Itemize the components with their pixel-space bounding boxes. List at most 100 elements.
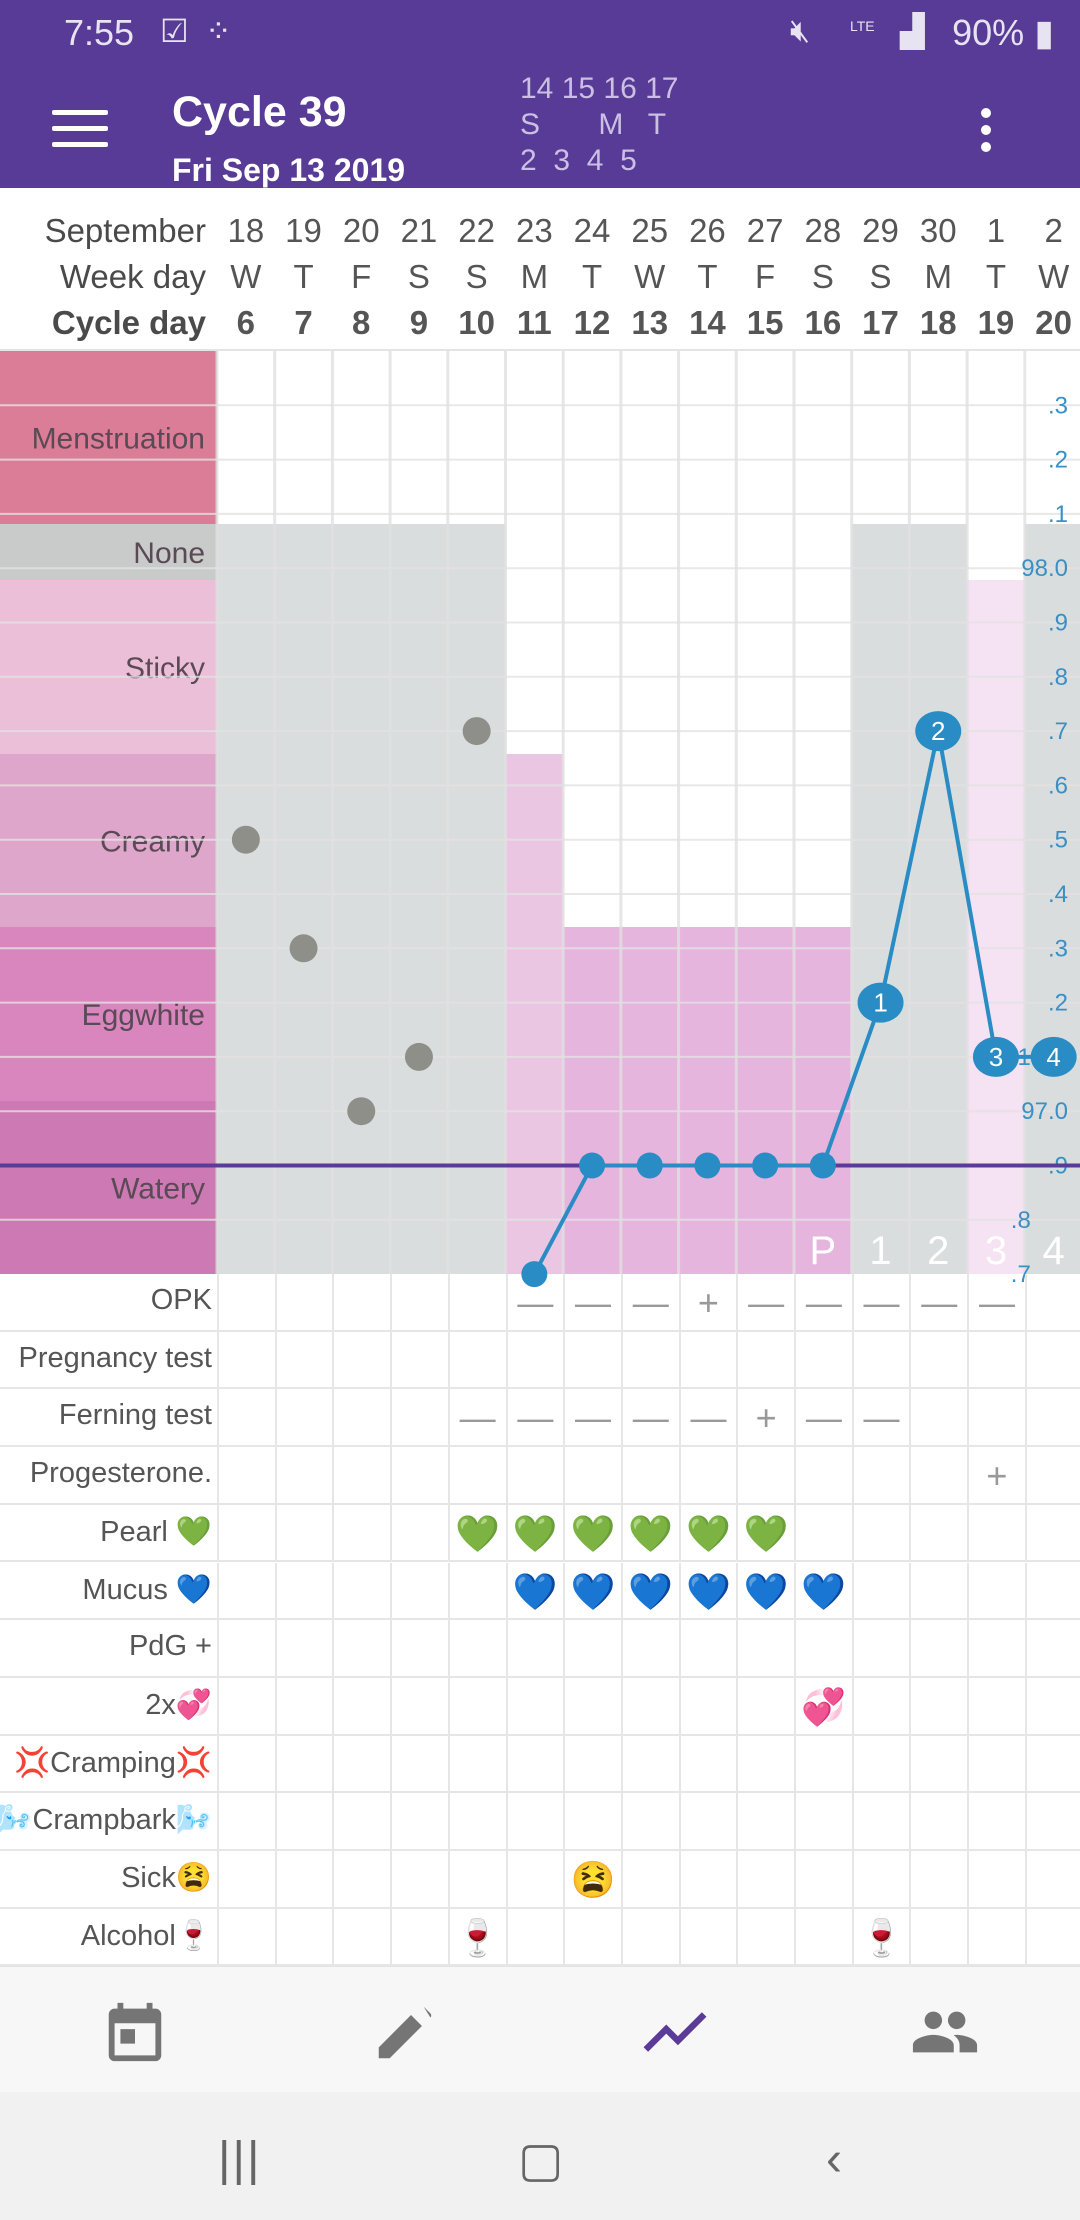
event-cell[interactable]: 💚	[678, 1504, 737, 1563]
event-cell[interactable]: —	[620, 1274, 679, 1332]
event-cell[interactable]	[217, 1562, 275, 1621]
more-options-icon[interactable]	[976, 108, 996, 158]
event-cell[interactable]	[1024, 1562, 1080, 1621]
event-cell[interactable]	[851, 1562, 910, 1621]
event-cell[interactable]	[390, 1562, 448, 1621]
event-cell[interactable]	[736, 1908, 794, 1967]
event-cell[interactable]	[390, 1793, 448, 1851]
event-cell[interactable]: —	[505, 1389, 564, 1448]
event-cell[interactable]	[274, 1620, 333, 1678]
event-cell[interactable]: 🍷	[851, 1908, 910, 1967]
event-cell[interactable]	[851, 1851, 910, 1909]
event-cell[interactable]	[563, 1735, 621, 1794]
people-icon[interactable]	[910, 1997, 980, 2067]
event-cell[interactable]	[390, 1447, 448, 1505]
event-cell[interactable]	[909, 1851, 967, 1909]
event-cell[interactable]: —	[967, 1274, 1025, 1332]
event-cell[interactable]: —	[851, 1389, 910, 1448]
event-cell[interactable]	[505, 1331, 564, 1390]
event-cell[interactable]	[1024, 1735, 1080, 1794]
event-cell[interactable]	[909, 1331, 967, 1390]
pencil-icon[interactable]	[370, 1997, 440, 2067]
event-cell[interactable]	[736, 1677, 794, 1736]
event-cell[interactable]	[505, 1447, 564, 1505]
event-cell[interactable]	[967, 1504, 1025, 1563]
event-cell[interactable]	[909, 1504, 967, 1563]
event-cell[interactable]	[332, 1447, 390, 1505]
event-cell[interactable]	[1024, 1504, 1080, 1563]
event-cell[interactable]	[447, 1620, 506, 1678]
event-cell[interactable]	[217, 1735, 275, 1794]
event-cell[interactable]	[851, 1677, 910, 1736]
event-cell[interactable]	[217, 1677, 275, 1736]
event-cell[interactable]	[909, 1735, 967, 1794]
event-cell[interactable]	[909, 1908, 967, 1967]
event-cell[interactable]	[332, 1504, 390, 1563]
event-cell[interactable]	[505, 1677, 564, 1736]
event-cell[interactable]	[274, 1851, 333, 1909]
event-cell[interactable]	[794, 1504, 852, 1563]
event-cell[interactable]	[1024, 1620, 1080, 1678]
event-cell[interactable]	[794, 1735, 852, 1794]
event-cell[interactable]: +	[678, 1274, 737, 1332]
event-cell[interactable]	[620, 1851, 679, 1909]
event-cell[interactable]: —	[620, 1389, 679, 1448]
event-cell[interactable]	[217, 1389, 275, 1448]
event-cell[interactable]	[274, 1447, 333, 1505]
event-cell[interactable]	[505, 1735, 564, 1794]
chart-icon[interactable]	[640, 1997, 710, 2067]
event-cell[interactable]	[390, 1735, 448, 1794]
event-cell[interactable]	[390, 1851, 448, 1909]
event-cell[interactable]: —	[563, 1274, 621, 1332]
event-cell[interactable]: 💚	[620, 1504, 679, 1563]
event-cell[interactable]	[909, 1620, 967, 1678]
event-cell[interactable]	[1024, 1793, 1080, 1851]
event-cell[interactable]	[1024, 1274, 1080, 1332]
event-cell[interactable]	[332, 1620, 390, 1678]
event-cell[interactable]: 💙	[505, 1562, 564, 1621]
event-cell[interactable]	[851, 1331, 910, 1390]
event-cell[interactable]	[563, 1620, 621, 1678]
event-cell[interactable]	[563, 1447, 621, 1505]
calendar-icon[interactable]	[100, 1997, 170, 2067]
event-cell[interactable]	[1024, 1331, 1080, 1390]
event-cell[interactable]	[967, 1562, 1025, 1621]
event-cell[interactable]	[390, 1620, 448, 1678]
event-cell[interactable]	[1024, 1677, 1080, 1736]
event-cell[interactable]	[563, 1793, 621, 1851]
event-cell[interactable]	[967, 1908, 1025, 1967]
event-cell[interactable]	[332, 1562, 390, 1621]
event-cell[interactable]	[678, 1677, 737, 1736]
event-cell[interactable]	[447, 1274, 506, 1332]
event-cell[interactable]	[620, 1735, 679, 1794]
event-cell[interactable]	[217, 1851, 275, 1909]
event-cell[interactable]	[563, 1908, 621, 1967]
event-cell[interactable]	[794, 1851, 852, 1909]
event-cell[interactable]	[678, 1908, 737, 1967]
event-cell[interactable]: —	[794, 1274, 852, 1332]
event-cell[interactable]	[390, 1274, 448, 1332]
event-cell[interactable]	[620, 1793, 679, 1851]
event-cell[interactable]	[1024, 1908, 1080, 1967]
event-cell[interactable]	[851, 1620, 910, 1678]
event-cell[interactable]	[736, 1620, 794, 1678]
event-cell[interactable]	[274, 1562, 333, 1621]
event-cell[interactable]	[332, 1793, 390, 1851]
event-cell[interactable]	[736, 1331, 794, 1390]
event-cell[interactable]: —	[909, 1274, 967, 1332]
event-cell[interactable]	[678, 1851, 737, 1909]
event-cell[interactable]	[794, 1331, 852, 1390]
event-cell[interactable]	[678, 1331, 737, 1390]
event-cell[interactable]	[967, 1851, 1025, 1909]
event-cell[interactable]	[909, 1447, 967, 1505]
event-cell[interactable]	[794, 1908, 852, 1967]
event-cell[interactable]	[736, 1793, 794, 1851]
event-cell[interactable]	[678, 1793, 737, 1851]
event-cell[interactable]	[332, 1908, 390, 1967]
event-cell[interactable]	[620, 1677, 679, 1736]
event-cell[interactable]	[390, 1504, 448, 1563]
event-cell[interactable]	[274, 1677, 333, 1736]
event-cell[interactable]	[447, 1735, 506, 1794]
event-cell[interactable]	[736, 1851, 794, 1909]
event-cell[interactable]	[447, 1793, 506, 1851]
